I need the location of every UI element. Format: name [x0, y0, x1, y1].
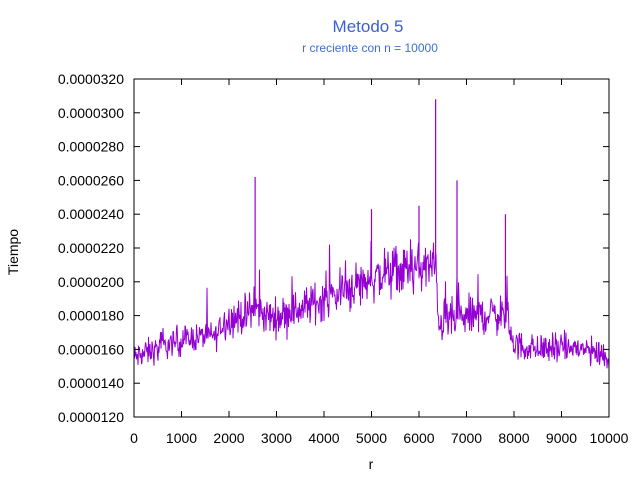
y-axis-label: Tiempo — [5, 229, 21, 275]
x-tick-label: 2000 — [213, 430, 244, 446]
y-tick-label: 0.0000220 — [58, 240, 124, 256]
x-tick-label: 5000 — [356, 430, 387, 446]
plot-series — [133, 99, 610, 370]
y-tick-label: 0.0000260 — [58, 172, 124, 188]
x-tick-label: 1000 — [166, 430, 197, 446]
x-tick-label: 4000 — [308, 430, 339, 446]
x-axis: 0 1000 2000 3000 4000 5000 6000 7000 8000 9000 100… — [130, 79, 629, 446]
x-tick-label: 6000 — [403, 430, 434, 446]
y-tick-label: 0.0000200 — [58, 274, 124, 290]
y-tick-label: 0.0000120 — [58, 409, 124, 425]
y-tick-label: 0.0000140 — [58, 375, 124, 391]
chart-title: Metodo 5 — [333, 17, 404, 36]
chart-subtitle: r creciente con n = 10000 — [302, 41, 438, 55]
x-tick-label: 3000 — [261, 430, 292, 446]
x-tick-label: 7000 — [451, 430, 482, 446]
y-tick-label: 0.0000300 — [58, 105, 124, 121]
x-axis-label: r — [369, 456, 374, 472]
x-tick-label: 9000 — [546, 430, 577, 446]
x-tick-label: 8000 — [498, 430, 529, 446]
y-tick-label: 0.0000240 — [58, 206, 124, 222]
y-tick-label: 0.0000320 — [58, 71, 124, 87]
y-tick-label: 0.0000180 — [58, 308, 124, 324]
y-tick-label: 0.0000280 — [58, 139, 124, 155]
y-tick-label: 0.0000160 — [58, 341, 124, 357]
x-tick-label: 0 — [130, 430, 138, 446]
x-tick-label: 10000 — [590, 430, 629, 446]
y-axis: 0.0000120 0.0000140 0.0000160 0.0000180 0.00… — [58, 71, 609, 425]
